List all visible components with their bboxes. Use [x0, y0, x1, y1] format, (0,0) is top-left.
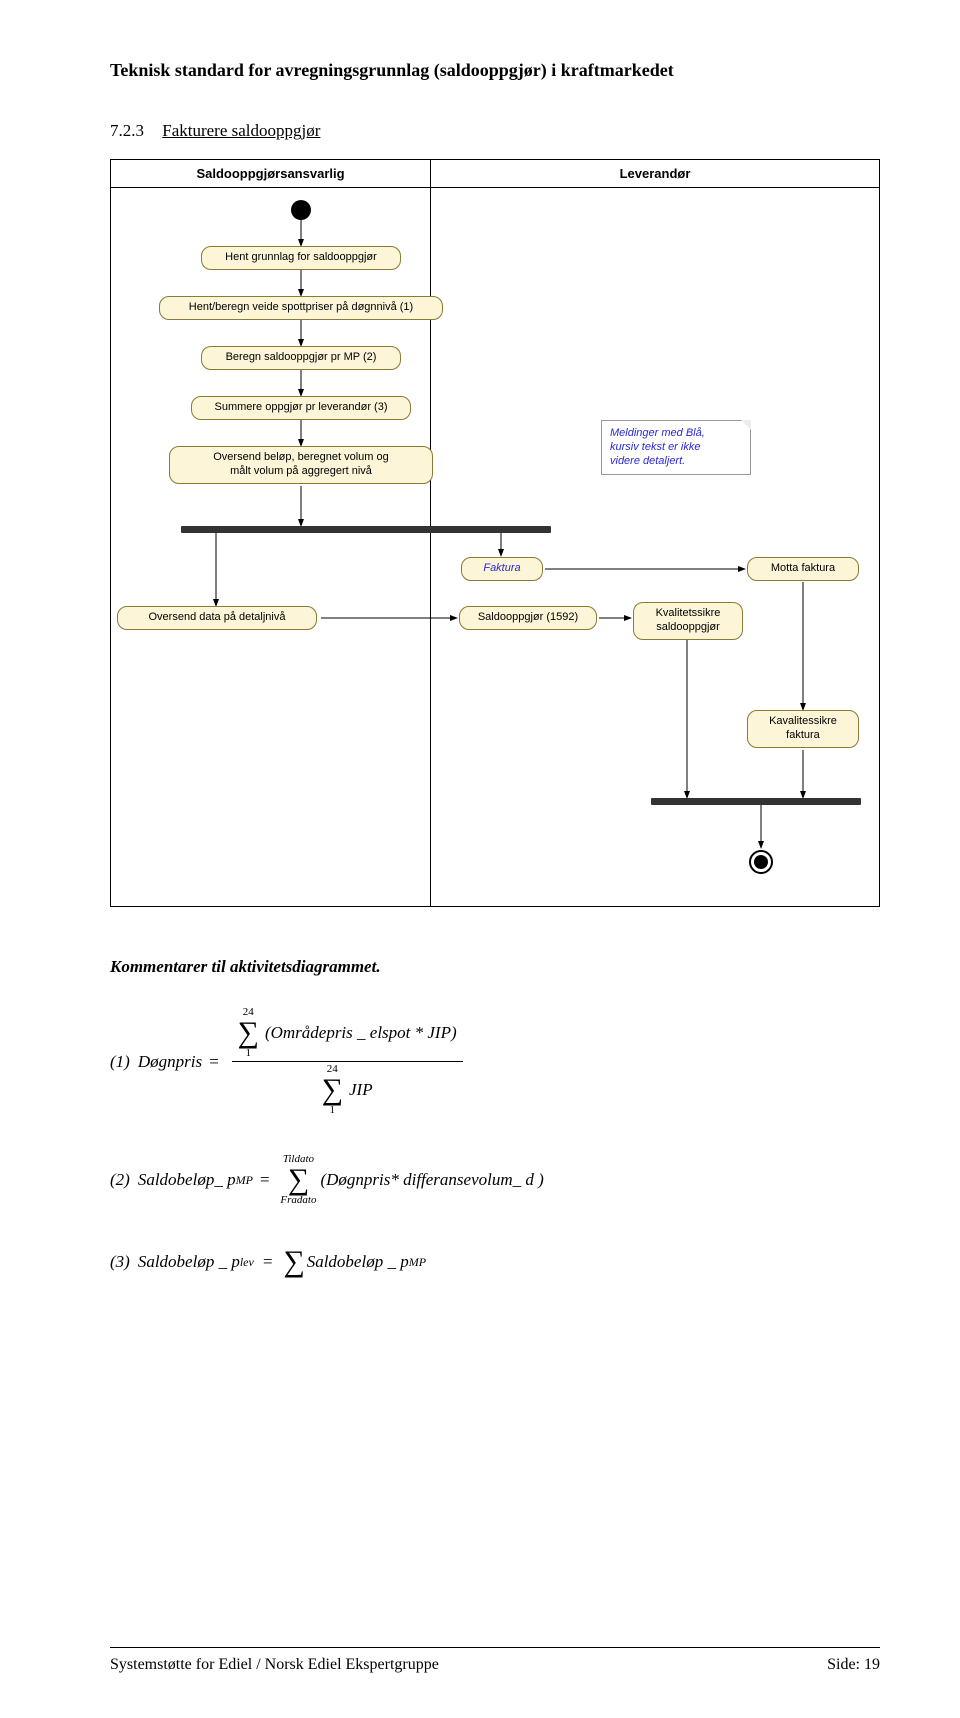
footer-left: Systemstøtte for Ediel / Norsk Ediel Eks… [110, 1656, 439, 1674]
activity-hent-beregn-spott: Hent/beregn veide spottpriser på døgnniv… [159, 296, 443, 320]
activity-kvalitessikre-faktura-l1: Kavalitessikre [756, 715, 850, 729]
formula-3-lhs-sub: lev [240, 1255, 254, 1270]
join-bar [651, 798, 861, 805]
equals-sign: = [259, 1170, 270, 1190]
sigma-icon: ∑ [283, 1236, 304, 1288]
equals-sign: = [262, 1252, 273, 1272]
activity-kvalitetssikre-saldo-l1: Kvalitetssikre [642, 607, 734, 621]
activity-oversend-detalj: Oversend data på detaljnivå [117, 606, 317, 630]
sigma-icon: Tildato ∑ Fradato [280, 1154, 316, 1206]
sigma-lower: Fradato [280, 1195, 316, 1206]
formula-1-top-expr: (Områdepris _ elspot * JIP) [265, 1023, 457, 1043]
formula-1-fraction: 24 ∑ 1 (Områdepris _ elspot * JIP) 24 ∑ … [232, 1005, 463, 1118]
activity-hent-grunnlag: Hent grunnlag for saldooppgjør [201, 246, 401, 270]
doc-title: Teknisk standard for avregningsgrunnlag … [110, 60, 880, 81]
diagram-note: Meldinger med Blå, kursiv tekst er ikke … [601, 420, 751, 475]
footer-divider [110, 1647, 880, 1648]
formula-3-rhs: Saldobeløp _ p [307, 1252, 409, 1272]
activity-oversend-aggregert-l1: Oversend beløp, beregnet volum og [178, 451, 424, 465]
footer-right: Side: 19 [827, 1656, 880, 1674]
diagram-note-l1: Meldinger med Blå, [610, 427, 742, 441]
sigma-lower: 1 [245, 1048, 251, 1059]
section-heading: 7.2.3 Fakturere saldooppgjør [110, 121, 880, 141]
section-number: 7.2.3 [110, 121, 144, 141]
activity-kvalitessikre-faktura: Kavalitessikre faktura [747, 710, 859, 748]
equals-sign: = [208, 1052, 219, 1072]
formula-2-rhs: (Døgnpris* differansevolum_ d ) [320, 1170, 543, 1190]
activity-kvalitetssikre-saldo-l2: saldooppgjør [642, 621, 734, 635]
diagram-note-l3: videre detaljert. [610, 455, 742, 469]
formula-1-bot-expr: JIP [349, 1080, 373, 1100]
formula-3-lhs: Saldobeløp _ p [138, 1252, 240, 1272]
activity-kvalitessikre-faktura-l2: faktura [756, 729, 850, 743]
formula-1-lhs: Døgnpris [138, 1052, 202, 1072]
activity-kvalitetssikre-saldo: Kvalitetssikre saldooppgjør [633, 602, 743, 640]
formula-3-rhs-sub: MP [409, 1255, 426, 1270]
formula-3-num: (3) [110, 1252, 130, 1272]
lane-header-right: Leverandør [431, 160, 879, 187]
activity-faktura: Faktura [461, 557, 543, 581]
formula-1-num: (1) [110, 1052, 130, 1072]
lane-header-left: Saldooppgjørsansvarlig [111, 160, 431, 187]
section-title: Fakturere saldooppgjør [162, 121, 320, 140]
formula-2-lhs: Saldobeløp_ p [138, 1170, 236, 1190]
activity-beregn-saldo-mp: Beregn saldooppgjør pr MP (2) [201, 346, 401, 370]
sigma-lower: 1 [330, 1105, 336, 1116]
sigma-icon: 24 ∑ 1 [238, 1007, 259, 1059]
activity-motta-faktura: Motta faktura [747, 557, 859, 581]
activity-summere-lev: Summere oppgjør pr leverandør (3) [191, 396, 411, 420]
formula-2-lhs-sub: MP [236, 1173, 253, 1188]
activity-oversend-aggregert: Oversend beløp, beregnet volum og målt v… [169, 446, 433, 484]
sigma-icon: 24 ∑ 1 [322, 1064, 343, 1116]
diagram-note-l2: kursiv tekst er ikke [610, 441, 742, 455]
comment-heading: Kommentarer til aktivitetsdiagrammet. [110, 957, 880, 977]
start-node [291, 200, 311, 220]
end-node [749, 850, 773, 874]
formula-2: (2) Saldobeløp_ pMP = Tildato ∑ Fradato … [110, 1154, 880, 1206]
page-footer: Systemstøtte for Ediel / Norsk Ediel Eks… [110, 1656, 880, 1674]
activity-saldooppgjor-1592: Saldooppgjør (1592) [459, 606, 597, 630]
formula-2-num: (2) [110, 1170, 130, 1190]
formula-3: (3) Saldobeløp _ plev = ∑ Saldobeløp _ p… [110, 1236, 880, 1288]
formula-1: (1) Døgnpris = 24 ∑ 1 (Områdepris _ elsp… [110, 1005, 880, 1118]
activity-oversend-aggregert-l2: målt volum på aggregert nivå [178, 465, 424, 479]
fork-bar [181, 526, 551, 533]
activity-diagram: Saldooppgjørsansvarlig Leverandør [110, 159, 880, 907]
